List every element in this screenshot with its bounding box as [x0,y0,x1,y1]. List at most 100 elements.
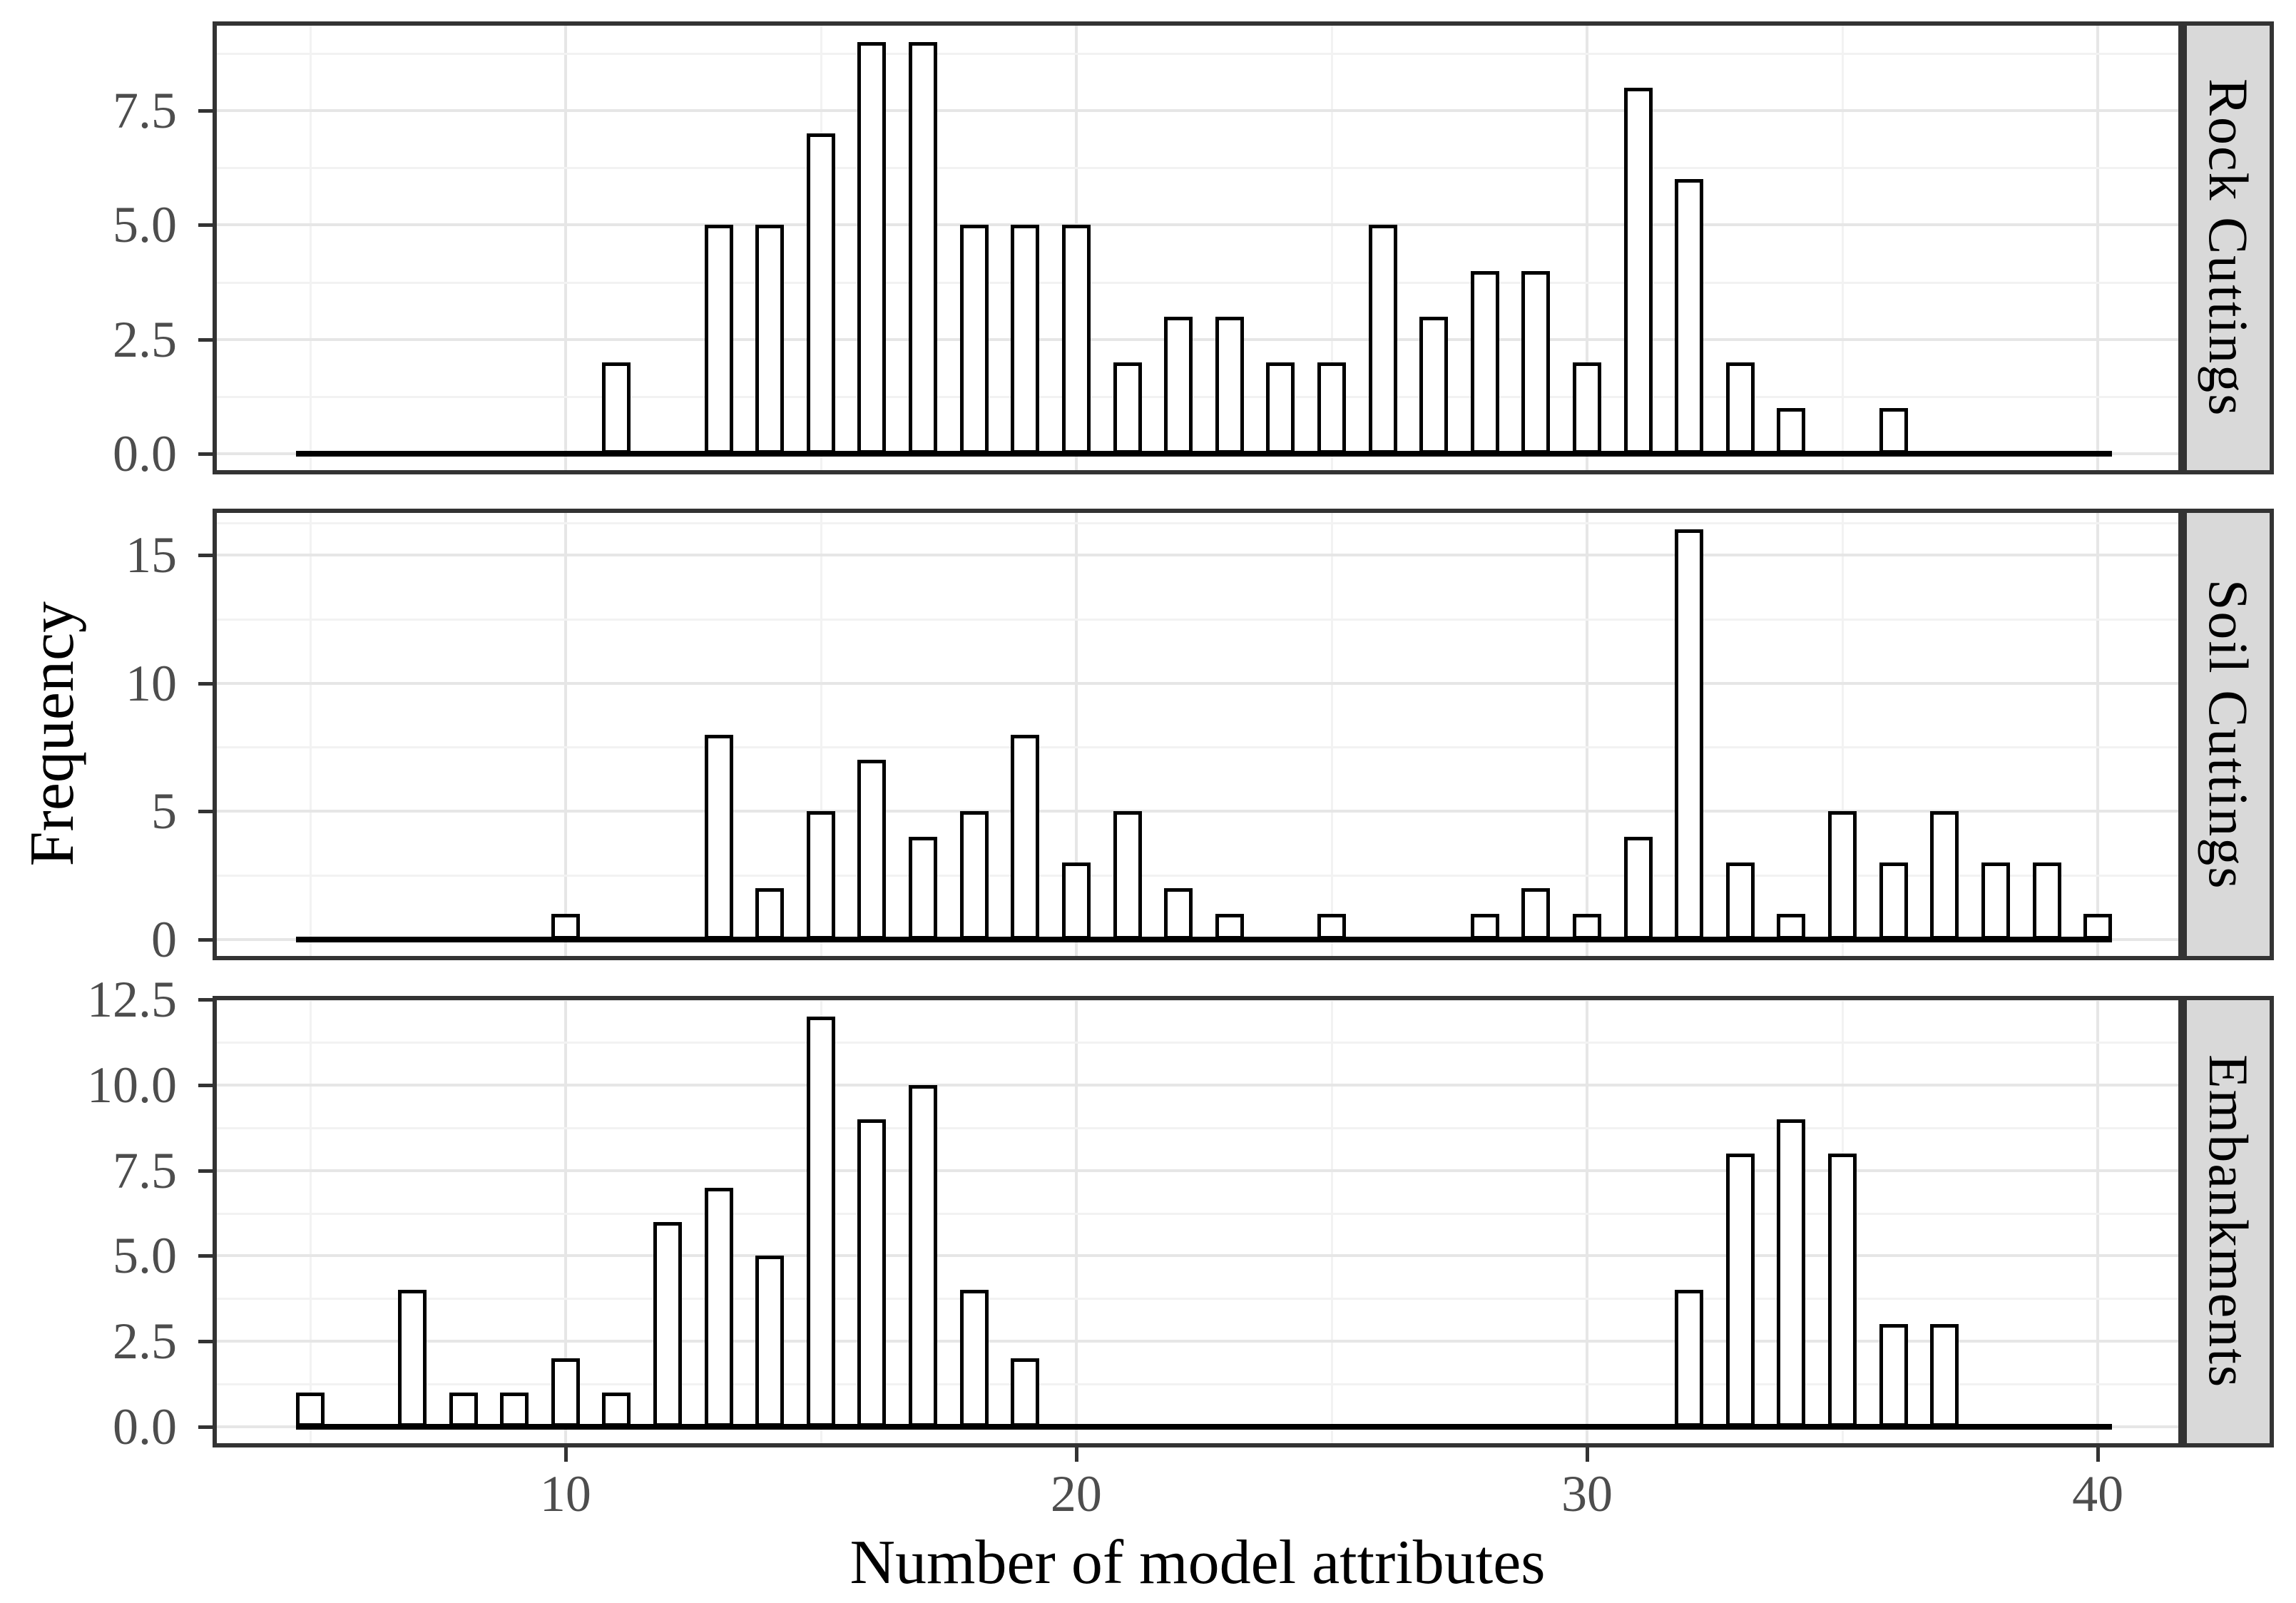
histogram-bar [1113,811,1142,940]
histogram-bar [1164,888,1193,940]
y-gridline-major [213,681,2183,685]
histogram-bar [755,225,785,454]
x-gridline-minor [1330,509,1333,960]
y-gridline-major [213,1340,2183,1343]
histogram-bar [1061,862,1091,940]
y-tick [198,1425,213,1430]
histogram-bar [1470,270,1499,454]
histogram-bar [1777,914,1806,940]
histogram-bar [1419,316,1449,454]
x-gridline-minor [309,509,312,960]
histogram-bar [1623,837,1653,940]
x-tick [1586,1447,1590,1462]
histogram-bar [1675,1290,1704,1428]
y-tick-label: 10.0 [87,1056,177,1114]
y-tick-label: 2.5 [113,310,177,368]
y-tick-label: 5 [151,783,177,840]
y-gridline-major [213,1254,2183,1258]
y-tick [198,337,213,342]
histogram-bar [857,41,887,454]
histogram-bar [1930,1324,1959,1428]
x-axis-title: Number of model attributes [849,1528,1546,1597]
histogram-bar [295,1393,325,1428]
y-tick-label: 5.0 [113,1227,177,1285]
y-gridline-major [213,810,2183,813]
histogram-bar [1164,316,1193,454]
histogram-bar [1879,862,1908,940]
x-tick [1074,1447,1078,1462]
histogram-bar [959,225,989,454]
zero-baseline [295,1424,2113,1430]
histogram-bar [959,811,989,940]
histogram-bar [1470,914,1499,940]
histogram-bar [1725,1153,1755,1428]
y-tick [198,223,213,228]
histogram-bar [1623,88,1653,454]
y-tick-label: 0 [151,911,177,969]
y-tick [198,1340,213,1344]
y-gridline-minor [213,1383,2183,1386]
x-gridline-major [1586,509,1589,960]
histogram-bar [909,837,938,940]
histogram-bar [1317,914,1346,940]
histogram-bar [959,1290,989,1428]
histogram-bar [1675,529,1704,940]
histogram-bar [653,1221,683,1428]
histogram-bar [1368,225,1397,454]
x-gridline-major [1074,509,1078,960]
y-tick-label: 12.5 [87,970,177,1028]
histogram-bar [602,362,631,454]
x-gridline-major [2096,21,2100,474]
histogram-bar [1675,179,1704,454]
histogram-bar [1725,862,1755,940]
histogram-bar [755,888,785,940]
histogram-bar [1981,862,2010,940]
x-tick-label: 10 [539,1465,591,1522]
histogram-bar [909,1084,938,1428]
histogram-bar [1777,1119,1806,1428]
histogram-bar [806,811,835,940]
panel-embankments [213,996,2183,1447]
histogram-bar [909,41,938,454]
y-tick [198,681,213,686]
x-tick-label: 30 [1561,1465,1613,1522]
y-tick-label: 0.0 [113,425,177,483]
y-gridline-major [213,997,2183,1001]
facet-strip-label: Embankments [2198,1054,2260,1389]
y-tick [198,938,213,942]
zero-baseline [295,937,2113,943]
y-tick-label: 10 [126,654,177,712]
histogram-bar [1777,407,1806,454]
x-tick-label: 20 [1050,1465,1102,1522]
y-axis-title-text: Frequency [17,601,87,867]
x-gridline-minor [1842,509,1845,960]
y-axis-title: Frequency [13,20,91,1447]
histogram-bar [1879,407,1908,454]
histogram-bar [1011,734,1040,940]
histogram-bar [704,1187,733,1428]
y-tick-label: 5.0 [113,196,177,254]
histogram-bar [1011,1358,1040,1428]
histogram-bar [1725,362,1755,454]
histogram-bar [1215,914,1244,940]
histogram-bar [551,1358,580,1428]
x-gridline-major [1074,996,1078,1447]
y-tick [198,452,213,457]
x-gridline-minor [1330,21,1333,474]
x-tick [563,1447,568,1462]
x-gridline-major [563,21,567,474]
y-gridline-minor [213,167,2183,170]
histogram-bar [602,1393,631,1428]
histogram-bar [1317,362,1346,454]
y-tick [198,109,213,113]
y-tick [198,997,213,1002]
y-gridline-minor [213,52,2183,55]
y-gridline-minor [213,618,2183,621]
y-gridline-minor [213,1041,2183,1044]
y-tick-label: 7.5 [113,82,177,140]
histogram-bar [1879,1324,1908,1428]
y-tick-label: 2.5 [113,1313,177,1370]
y-tick [198,553,213,557]
y-gridline-minor [213,281,2183,284]
